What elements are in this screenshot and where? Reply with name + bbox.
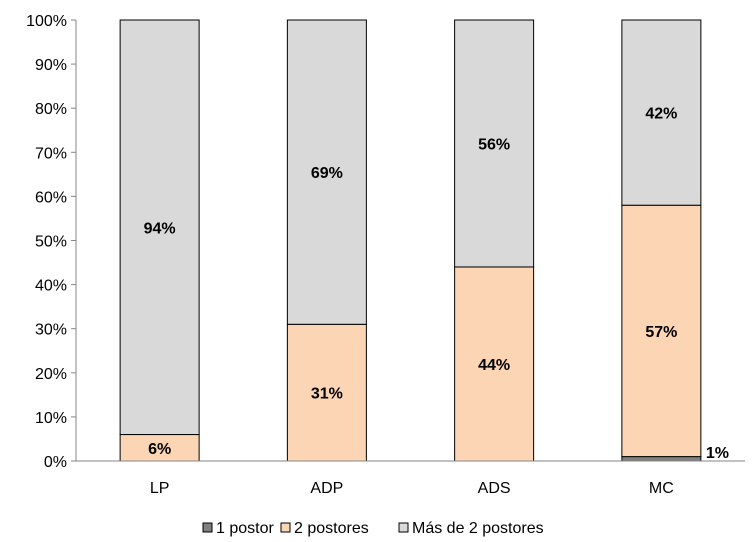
x-category-label: ADP — [310, 480, 343, 497]
y-tick-label: 30% — [35, 322, 67, 339]
bar-segment — [286, 19, 367, 325]
y-tick-label: 20% — [35, 366, 67, 383]
y-tick-label: 70% — [35, 145, 67, 162]
data-label: 57% — [645, 324, 677, 341]
bar-segment — [621, 19, 702, 206]
x-category-label: MC — [649, 480, 674, 497]
data-labels: 6% 94% 31% 69% 44% 56% 1% 57% 42% — [144, 106, 729, 462]
bar-segment — [454, 266, 535, 462]
y-tick-label: 10% — [35, 410, 67, 427]
y-tick-label: 90% — [35, 57, 67, 74]
y-axis: 0% 10% 20% 30% 40% 50% 60% 70% 80% 90% 100% — [26, 13, 77, 471]
data-label: 1% — [706, 445, 729, 462]
y-tick-label: 100% — [26, 13, 67, 30]
data-label: 6% — [148, 441, 171, 458]
data-label: 69% — [311, 165, 343, 182]
legend-swatch — [398, 522, 409, 533]
legend-label: 2 postores — [294, 520, 369, 537]
data-label: 56% — [478, 136, 510, 153]
data-label: 44% — [478, 357, 510, 374]
data-label: 42% — [645, 106, 677, 123]
bar-segment — [119, 434, 200, 462]
legend: 1 postor 2 postores Más de 2 postores — [202, 520, 544, 537]
data-label: 94% — [144, 220, 176, 237]
y-tick-label: 40% — [35, 278, 67, 295]
bar-segment — [621, 456, 702, 462]
y-tick-label: 60% — [35, 189, 67, 206]
y-tick-label: 0% — [44, 454, 67, 471]
legend-label: Más de 2 postores — [412, 520, 544, 537]
bar-segment — [119, 19, 200, 436]
legend-swatch — [202, 522, 213, 533]
bars — [119, 19, 702, 462]
bar-segment — [621, 204, 702, 458]
bar-segment — [454, 19, 535, 268]
legend-swatch — [280, 522, 291, 533]
legend-label: 1 postor — [216, 520, 274, 537]
y-tick-label: 50% — [35, 234, 67, 251]
x-category-label: ADS — [478, 480, 511, 497]
y-tick-label: 80% — [35, 101, 67, 118]
data-label: 31% — [311, 386, 343, 403]
x-category-label: LP — [150, 480, 170, 497]
x-axis: LP ADP ADS MC — [76, 460, 745, 497]
